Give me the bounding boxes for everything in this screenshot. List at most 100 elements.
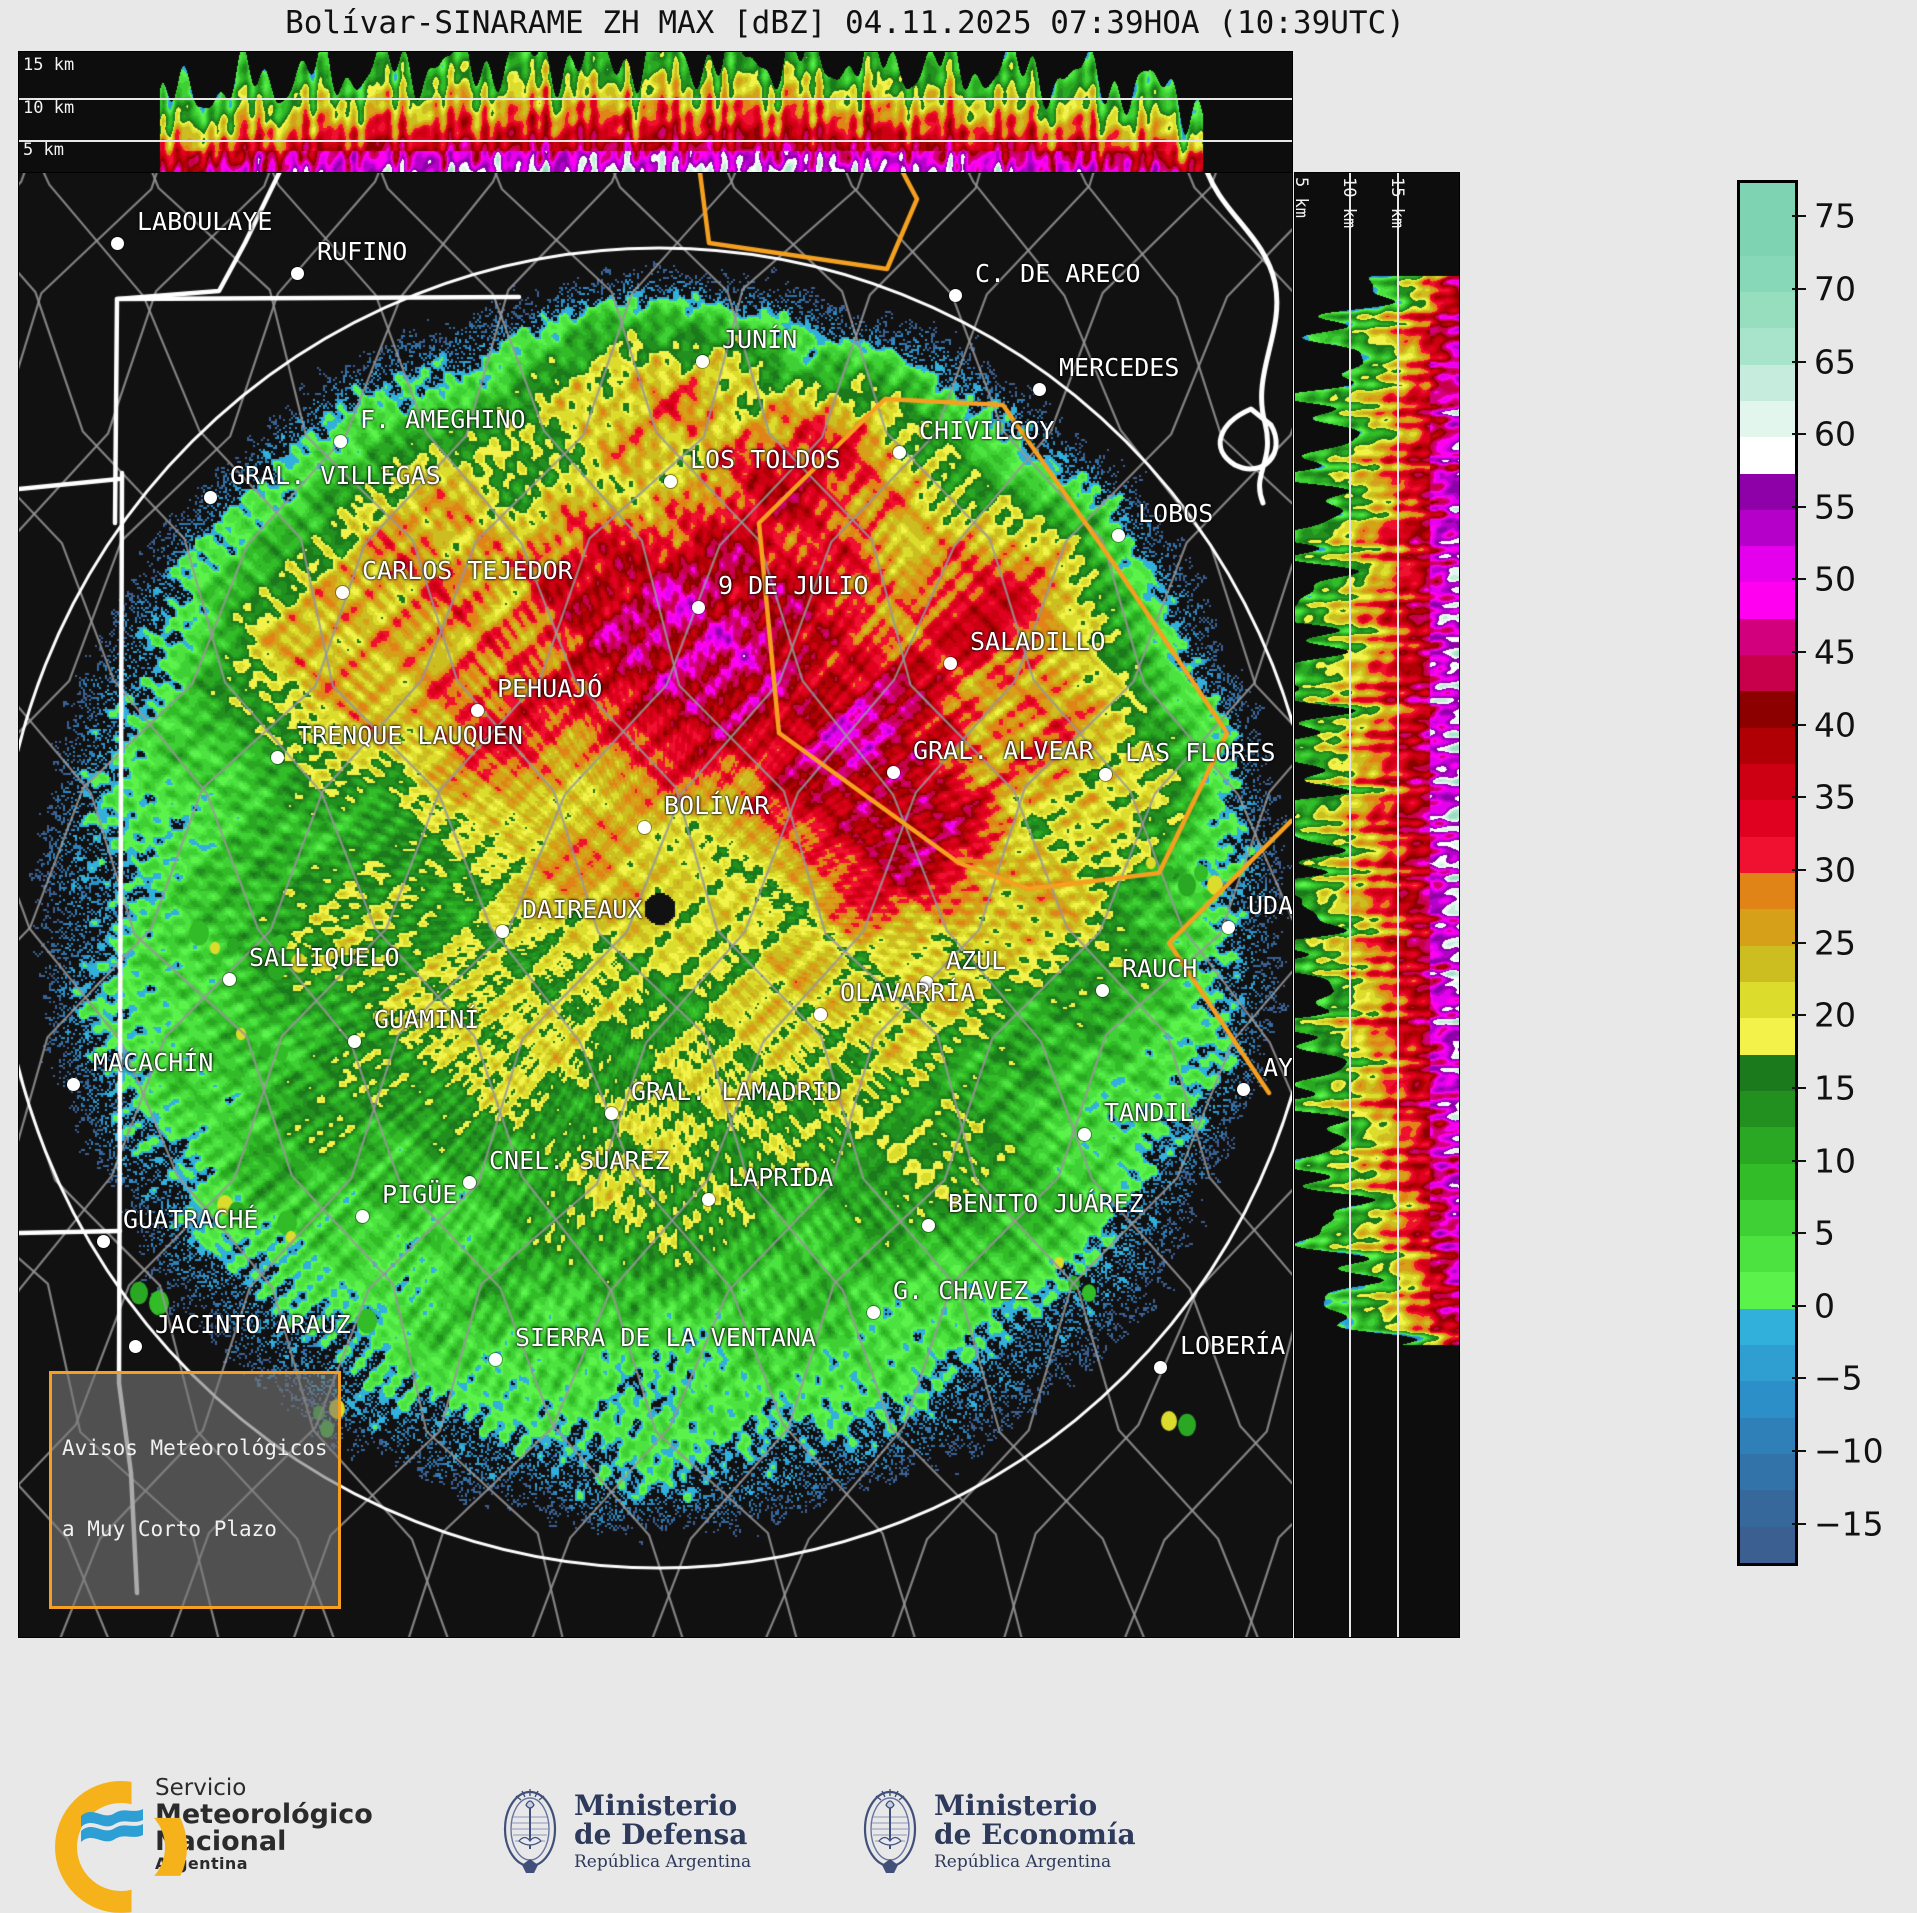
colorbar-tick-label: 10 (1814, 1141, 1856, 1181)
city-label: JUNÍN (722, 325, 798, 354)
xsec-top-label-5km: 5 km (23, 140, 64, 160)
colorbar-segment (1740, 219, 1795, 257)
cross-section-top-canvas (19, 52, 1292, 172)
city-label: DAIREAUX (522, 895, 643, 924)
colorbar-tick-label: 20 (1814, 995, 1856, 1035)
city-label: LOBOS (1138, 499, 1214, 528)
colorbar-segment (1740, 764, 1795, 801)
smn-logo-text: Servicio Meteorológico Nacional Argentin… (155, 1776, 373, 1873)
city-label: SALADILLO (970, 627, 1106, 656)
colorbar-segment (1740, 473, 1795, 511)
colorbar-ticks: 75 70 65 60 55 50 45 40 35 30 25 20 15 10 5 0 −5 −10 −15 (1792, 180, 1912, 1560)
colorbar-segment (1740, 582, 1795, 620)
city-label: LOBERÍA (1180, 1331, 1286, 1360)
colorbar-segment (1740, 1417, 1795, 1455)
colorbar-tick (1792, 869, 1806, 871)
colorbar-segment (1740, 1054, 1795, 1092)
cross-section-top: 15 km 10 km 5 km (18, 51, 1293, 173)
city-dot-icon (111, 237, 124, 250)
city-dot-icon (638, 821, 651, 834)
city-label: JACINTO ARAUZ (155, 1310, 351, 1339)
colorbar-segment (1740, 1090, 1795, 1128)
colorbar-tick-label: 75 (1814, 196, 1856, 236)
colorbar-tick (1792, 1304, 1806, 1307)
city-dot-icon (129, 1340, 142, 1353)
city-label: AZUL (946, 946, 1007, 975)
city-dot-icon (692, 601, 705, 614)
city-label: GRAL. ALVEAR (913, 736, 1094, 765)
city-dot-icon (463, 1176, 476, 1189)
city-dot-icon (204, 491, 217, 504)
ministry-economia-logo: Ministerio de Economía República Argenti… (860, 1783, 1136, 1879)
city-label: MERCEDES (1059, 353, 1180, 382)
colorbar-segment (1740, 183, 1795, 220)
ministry-defensa-text: Ministerio de Defensa República Argentin… (574, 1788, 751, 1872)
city-dot-icon (1096, 984, 1109, 997)
colorbar-tick-label: −15 (1814, 1504, 1884, 1544)
colorbar-segment (1740, 291, 1795, 329)
colorbar-segment (1740, 909, 1795, 947)
colorbar-tick-label: −10 (1814, 1431, 1884, 1471)
colorbar-segment (1740, 1163, 1795, 1201)
colorbar-segment (1740, 1236, 1795, 1274)
city-dot-icon (271, 751, 284, 764)
gridline-5km (19, 140, 1292, 142)
city-label: BENITO JUÁREZ (948, 1189, 1144, 1218)
city-dot-icon (471, 704, 484, 717)
smn-line3: Nacional (155, 1826, 287, 1858)
colorbar-segment (1740, 981, 1795, 1019)
footer-logos: Servicio Meteorológico Nacional Argentin… (0, 1749, 1917, 1913)
city-label: PIGÜE (382, 1180, 458, 1209)
warning-box-line2: a Muy Corto Plazo (62, 1517, 277, 1541)
colorbar-segment (1740, 1272, 1795, 1310)
ministry-defensa-line1: Ministerio (574, 1788, 738, 1822)
city-dot-icon (334, 435, 347, 448)
city-dot-icon (605, 1107, 618, 1120)
city-dot-icon (1099, 768, 1112, 781)
argentina-coat-of-arms-icon (863, 1789, 917, 1873)
colorbar-tick-label: 30 (1814, 850, 1856, 890)
city-label: LABOULAYE (137, 207, 273, 236)
city-label: CHIVILCOY (919, 416, 1055, 445)
colorbar-segment (1740, 437, 1795, 475)
city-dot-icon (1237, 1083, 1250, 1096)
colorbar-segment (1740, 945, 1795, 983)
city-label: MACACHÍN (93, 1048, 214, 1077)
city-dot-icon (867, 1306, 880, 1319)
city-dot-icon (922, 1219, 935, 1232)
colorbar-segment (1740, 364, 1795, 402)
radar-map-panel[interactable]: LABOULAYE RUFINO C. DE ARECO MERCEDES JUNÍN F… (18, 172, 1293, 1638)
city-label: CNEL. SUAREZ (489, 1146, 670, 1175)
xsec-right-label-5km: 5 km (1294, 177, 1311, 218)
colorbar-segment (1740, 618, 1795, 656)
colorbar-tick (1792, 578, 1806, 581)
city-dot-icon (696, 355, 709, 368)
warning-box[interactable]: Avisos Meteorológicos a Muy Corto Plazo (49, 1371, 341, 1609)
city-dot-icon (336, 586, 349, 599)
colorbar-tick (1792, 723, 1806, 726)
colorbar-tick-label: 60 (1814, 414, 1856, 454)
city-dot-icon (893, 446, 906, 459)
ministry-economia-line3: República Argentina (934, 1852, 1112, 1873)
city-label: F. AMEGHINO (360, 405, 526, 434)
colorbar-segment (1740, 727, 1795, 765)
colorbar-segment (1740, 546, 1795, 584)
colorbar-segment (1740, 1381, 1795, 1419)
city-label: LOS TOLDOS (690, 445, 841, 474)
vgridline-5km (1349, 173, 1351, 1637)
city-dot-icon (664, 475, 677, 488)
colorbar-tick-label: 0 (1814, 1286, 1835, 1326)
ministry-defensa-line2: de Defensa (574, 1818, 748, 1852)
city-dot-icon (496, 925, 509, 938)
city-dot-icon (1112, 529, 1125, 542)
colorbar-segment (1740, 400, 1795, 438)
colorbar-tick (1792, 1014, 1806, 1017)
ministry-defensa-logo: Ministerio de Defensa República Argentin… (500, 1783, 751, 1879)
city-label: RUFINO (317, 237, 408, 266)
colorbar-tick (1792, 1159, 1806, 1162)
city-dot-icon (814, 1008, 827, 1021)
city-label: UDAQ (1248, 891, 1293, 920)
city-dot-icon (920, 976, 933, 989)
colorbar-tick-label: 55 (1814, 487, 1856, 527)
city-dot-icon (887, 766, 900, 779)
